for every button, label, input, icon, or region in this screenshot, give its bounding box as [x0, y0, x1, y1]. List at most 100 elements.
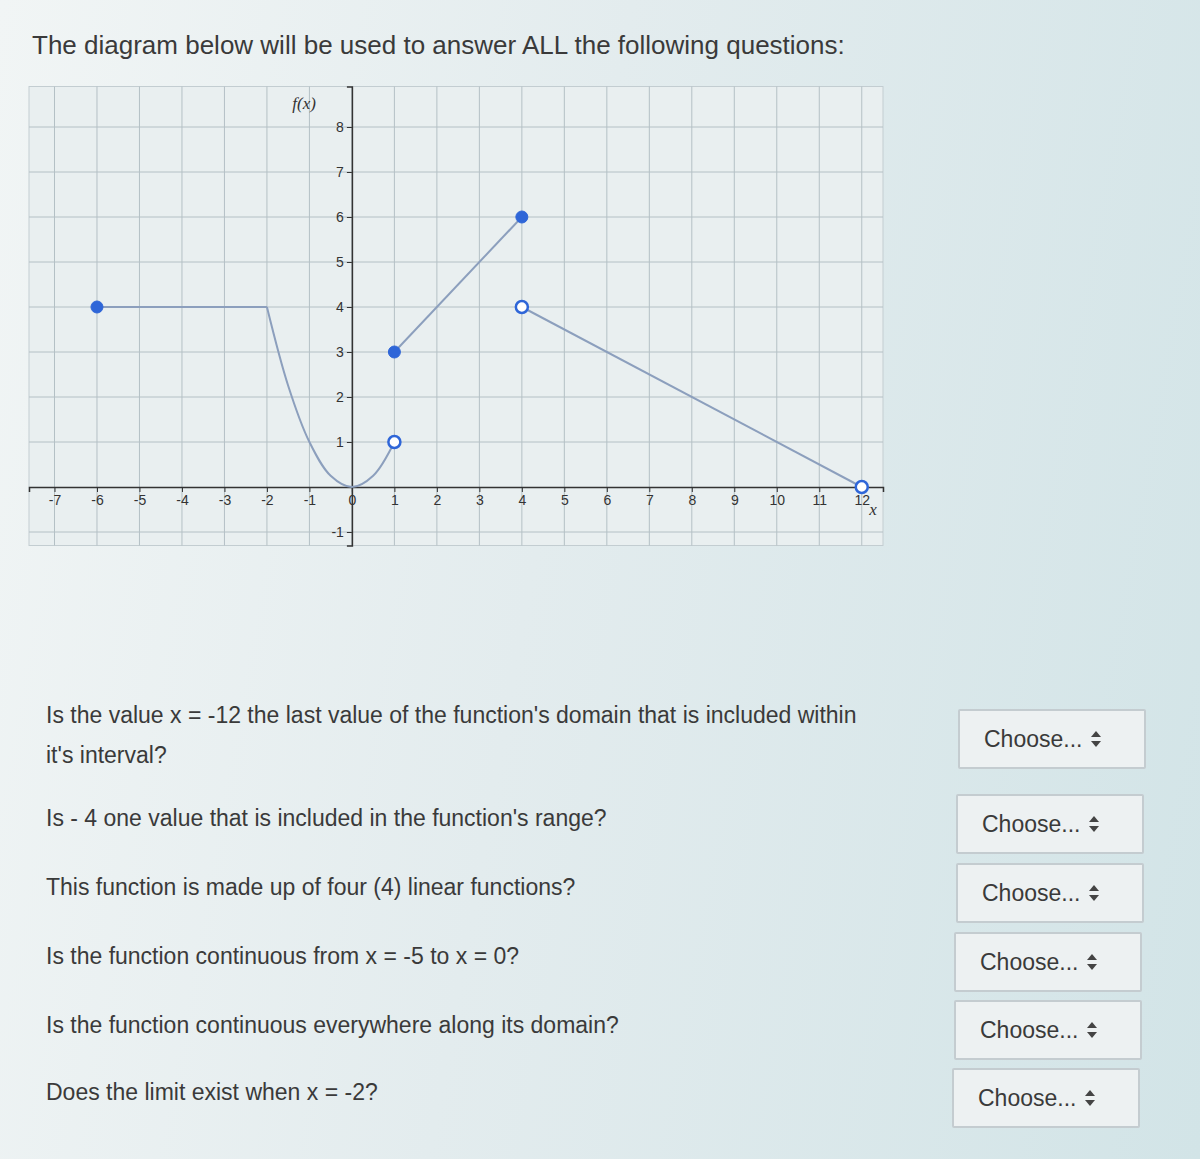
x-tick-label: -3: [219, 492, 232, 508]
grid-line-x: [436, 87, 437, 546]
arrow-down: [1085, 1100, 1095, 1106]
x-tick: 8: [688, 487, 696, 508]
y-tick: 4: [336, 299, 352, 315]
x-tick: -7: [49, 487, 62, 508]
arrow-up: [1085, 1090, 1095, 1096]
open-point: [516, 301, 528, 313]
open-point: [856, 481, 868, 493]
y-tick-label: 4: [336, 299, 344, 315]
x-tick: -5: [134, 487, 147, 508]
answer-dropdown[interactable]: Choose...: [952, 1068, 1140, 1128]
y-axis-line: [347, 87, 353, 546]
x-tick-label: 2: [433, 492, 441, 508]
grid-line-x: [479, 87, 480, 546]
y-tick-mark: [347, 397, 352, 398]
function-piece: [267, 307, 394, 487]
question-text: Is - 4 one value that is included in the…: [46, 798, 876, 838]
answer-dropdown[interactable]: Choose...: [958, 709, 1146, 769]
answer-dropdown[interactable]: Choose...: [956, 863, 1144, 923]
x-tick-label: 9: [731, 492, 739, 508]
y-tick-label: 2: [336, 389, 344, 405]
y-tick-label: 8: [336, 119, 344, 135]
y-tick: 7: [336, 164, 352, 180]
x-tick: -4: [176, 487, 189, 508]
grid-line-y: [29, 442, 883, 443]
question-text: This function is made up of four (4) lin…: [46, 867, 876, 907]
grid-line-x: [564, 87, 565, 546]
grid-line-x: [521, 87, 522, 546]
grid-line-y: [29, 397, 883, 398]
grid-line-x: [734, 87, 735, 546]
y-tick: 3: [336, 344, 352, 360]
dropdown-arrows: [1084, 1089, 1096, 1107]
grid-line-x: [181, 87, 182, 546]
answer-dropdown[interactable]: Choose...: [954, 932, 1142, 992]
x-tick: -1: [304, 487, 317, 508]
arrow-down: [1089, 895, 1099, 901]
grid-line-y: [29, 262, 883, 263]
grid-line-x: [776, 87, 777, 546]
grid-line-y: [29, 217, 883, 218]
answer-dropdown[interactable]: Choose...: [956, 794, 1144, 854]
y-tick: 2: [336, 389, 352, 405]
grid-line-x: [691, 87, 692, 546]
open-point: [388, 436, 400, 448]
x-tick-label: 3: [476, 492, 484, 508]
arrow-down: [1091, 741, 1101, 747]
x-tick-label: -7: [49, 492, 62, 508]
x-axis-line: [30, 488, 884, 493]
x-tick: -2: [261, 487, 274, 508]
closed-point: [516, 211, 528, 223]
dropdown-label: Choose...: [978, 1085, 1076, 1112]
grid-line-x: [819, 87, 820, 546]
y-axis: -112345678: [331, 87, 352, 546]
y-tick-label: -1: [331, 524, 344, 540]
x-tick: 1: [391, 487, 399, 508]
dropdown-label: Choose...: [982, 811, 1080, 838]
y-tick-mark: [347, 532, 352, 533]
page-title: The diagram below will be used to answer…: [32, 30, 845, 61]
x-tick: 9: [731, 487, 739, 508]
grid-line-x: [309, 87, 310, 546]
x-tick: 3: [476, 487, 484, 508]
grid-line-x: [139, 87, 140, 546]
function-piece: [522, 307, 862, 487]
x-tick: 11: [812, 487, 827, 508]
x-tick-label: -6: [91, 492, 104, 508]
dropdown-label: Choose...: [980, 949, 1078, 976]
arrow-down: [1089, 826, 1099, 832]
grid: [29, 87, 883, 546]
x-tick-label: -4: [176, 492, 189, 508]
x-tick: -3: [219, 487, 232, 508]
arrow-down: [1087, 1032, 1097, 1038]
grid-line-x: [224, 87, 225, 546]
arrow-up: [1087, 954, 1097, 960]
y-tick: 5: [336, 254, 352, 270]
dropdown-arrows: [1086, 1021, 1098, 1039]
y-tick-mark: [347, 172, 352, 173]
y-tick-label: 3: [336, 344, 344, 360]
x-tick-label: -2: [261, 492, 274, 508]
y-tick: 1: [336, 434, 352, 450]
data-layer: [91, 211, 868, 493]
answer-dropdown[interactable]: Choose...: [954, 1000, 1142, 1060]
x-tick-label: 6: [603, 492, 611, 508]
grid-line-y: [29, 127, 883, 128]
x-tick-label: 11: [812, 492, 827, 508]
x-axis-title: x: [868, 500, 877, 519]
x-tick: 7: [646, 487, 654, 508]
grid-line-x: [606, 87, 607, 546]
x-axis: -7-6-5-4-3-2-10123456789101112: [30, 487, 884, 508]
grid-line-x: [394, 87, 395, 546]
x-tick: 6: [603, 487, 611, 508]
function-piece: [394, 217, 521, 352]
x-tick-label: 5: [561, 492, 569, 508]
y-tick-label: 5: [336, 254, 344, 270]
question-text: Is the function continuous from x = -5 t…: [46, 936, 876, 976]
dropdown-arrows: [1090, 730, 1102, 748]
x-tick-label: 8: [688, 492, 696, 508]
arrow-up: [1089, 816, 1099, 822]
dropdown-label: Choose...: [980, 1017, 1078, 1044]
x-tick: 4: [518, 487, 526, 508]
x-tick: -6: [91, 487, 104, 508]
